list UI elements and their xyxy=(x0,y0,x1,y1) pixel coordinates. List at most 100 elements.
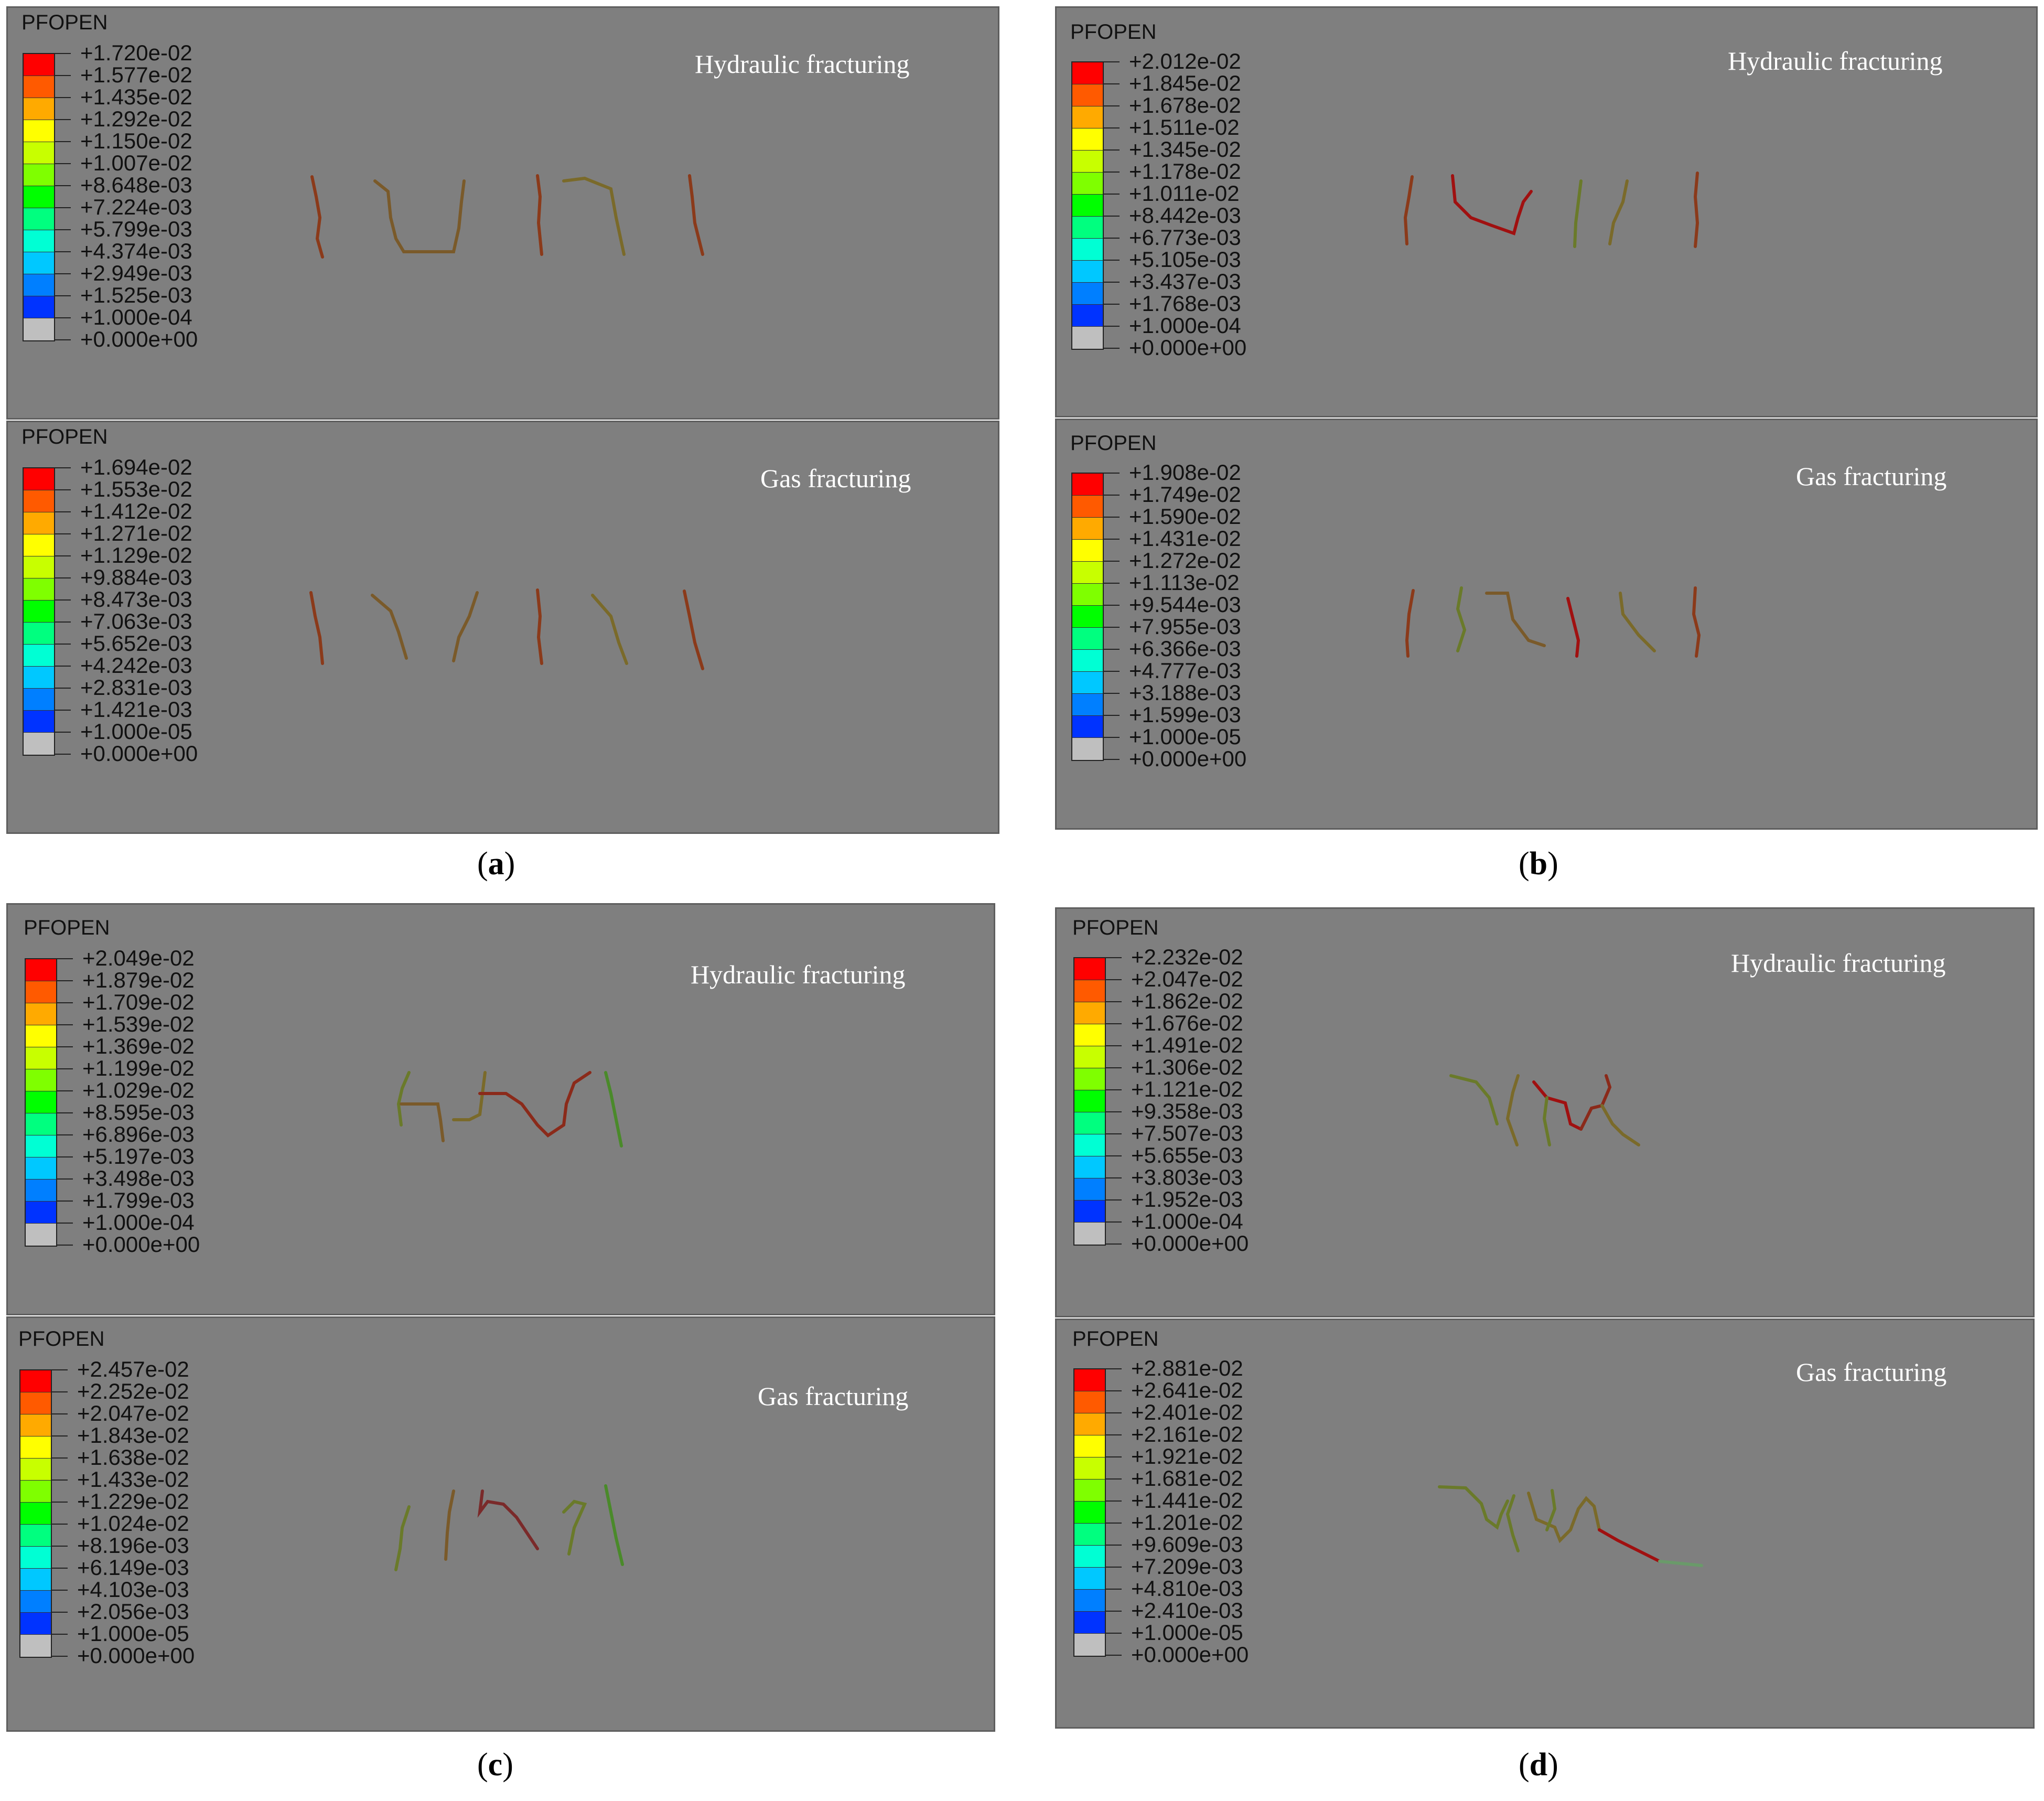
field-label: PFOPEN xyxy=(1070,432,1157,455)
legend-swatch xyxy=(1074,1413,1105,1435)
legend-tick xyxy=(57,958,73,959)
legend-swatch xyxy=(1072,672,1103,694)
legend-swatch xyxy=(26,981,56,1003)
legend-tick xyxy=(1104,473,1120,474)
legend-swatch xyxy=(1072,106,1103,128)
legend-tick xyxy=(52,1480,68,1481)
legend-value: +1.000e-04 xyxy=(1129,313,1241,338)
legend-swatch xyxy=(1072,496,1103,518)
legend-swatch xyxy=(1072,716,1103,738)
legend-tick xyxy=(55,511,71,512)
legend-tick xyxy=(1104,517,1120,518)
legend-swatch xyxy=(24,512,54,534)
legend-value: +1.908e-02 xyxy=(1129,460,1241,485)
legend-swatch xyxy=(24,186,54,208)
legend-value: +7.063e-03 xyxy=(80,609,192,634)
legend-swatch xyxy=(24,689,54,711)
legend-swatch xyxy=(1072,562,1103,584)
legend-swatch xyxy=(1074,1024,1105,1046)
legend-swatch xyxy=(24,54,54,76)
legend-value: +2.881e-02 xyxy=(1131,1356,1243,1380)
legend-tick xyxy=(52,1413,68,1414)
legend-tick xyxy=(1106,1478,1122,1480)
legend-swatch xyxy=(1074,1134,1105,1156)
legend-swatches xyxy=(25,958,57,1247)
legend-swatches xyxy=(1071,61,1104,350)
legend-value: +1.433e-02 xyxy=(77,1467,189,1492)
legend-swatch xyxy=(24,274,54,296)
panel-a-hydraulic: PFOPEN +1.720e-02 +1.577e-02 +1.435e-02 +1.… xyxy=(6,6,999,420)
legend-swatch xyxy=(1074,1612,1105,1634)
legend-tick xyxy=(1106,1434,1122,1435)
legend-swatch xyxy=(1072,151,1103,173)
field-label: PFOPEN xyxy=(18,1327,105,1350)
legend-value: +1.292e-02 xyxy=(80,106,192,131)
legend-swatch xyxy=(20,1436,51,1459)
legend-value: +2.049e-02 xyxy=(82,946,195,970)
legend-swatch xyxy=(26,1113,56,1135)
legend-swatch xyxy=(24,623,54,645)
legend-tick xyxy=(57,1068,73,1069)
legend-swatch xyxy=(26,1003,56,1025)
legend-swatches xyxy=(1071,473,1104,761)
legend-tick xyxy=(55,97,71,98)
legend-tick xyxy=(55,666,71,667)
legend-value: +4.374e-03 xyxy=(80,239,192,263)
legend-value: +7.507e-03 xyxy=(1131,1121,1243,1145)
legend-tick xyxy=(1106,1456,1122,1457)
legend-value: +1.539e-02 xyxy=(82,1012,195,1036)
field-label: PFOPEN xyxy=(1070,20,1157,44)
legend-swatch xyxy=(24,468,54,490)
legend-value: +1.229e-02 xyxy=(77,1489,189,1514)
legend-value: +1.441e-02 xyxy=(1131,1488,1243,1513)
legend-swatch xyxy=(1072,738,1103,760)
legend-swatch xyxy=(20,1503,51,1525)
legend-swatch xyxy=(1072,195,1103,217)
legend-swatch xyxy=(26,1180,56,1202)
legend-value: +9.609e-03 xyxy=(1131,1532,1243,1557)
caption-b: (b) xyxy=(1519,846,1558,882)
legend-value: +1.921e-02 xyxy=(1131,1444,1243,1468)
legend-tick xyxy=(1106,1155,1122,1156)
legend-tick xyxy=(1104,171,1120,173)
legend-value: +1.431e-02 xyxy=(1129,526,1241,551)
legend-swatch xyxy=(24,98,54,120)
legend-value: +1.511e-02 xyxy=(1129,115,1240,140)
legend-tick xyxy=(1106,1243,1122,1245)
legend-value: +1.029e-02 xyxy=(82,1078,195,1102)
legend-value: +0.000e+00 xyxy=(77,1643,195,1668)
legend-value: +5.652e-03 xyxy=(80,631,192,656)
fracture-network xyxy=(1449,1074,1640,1146)
legend-swatch xyxy=(1074,958,1105,980)
panel-title: Gas fracturing xyxy=(758,1381,909,1411)
legend-value: +5.655e-03 xyxy=(1131,1143,1243,1167)
legend-tick xyxy=(57,1002,73,1003)
legend-swatch xyxy=(1074,1502,1105,1524)
legend-swatch xyxy=(1074,1002,1105,1024)
legend-tick xyxy=(55,489,71,490)
legend-value: +1.000e-05 xyxy=(1131,1620,1243,1645)
legend-tick xyxy=(1104,282,1120,283)
legend-tick xyxy=(55,119,71,120)
legend-swatch xyxy=(1072,474,1103,496)
legend-swatch xyxy=(24,208,54,230)
legend-tick xyxy=(55,467,71,468)
legend-swatch xyxy=(1072,283,1103,305)
legend-value: +1.306e-02 xyxy=(1131,1055,1243,1079)
legend-swatch xyxy=(1072,239,1103,261)
legend-swatch xyxy=(1072,261,1103,283)
legend-swatch xyxy=(1074,1457,1105,1480)
panel-title: Hydraulic fracturing xyxy=(691,960,906,989)
legend-value: +4.242e-03 xyxy=(80,653,192,678)
legend-tick xyxy=(1106,1221,1122,1223)
legend-swatch xyxy=(26,1157,56,1180)
legend-tick xyxy=(1104,759,1120,760)
legend-value: +1.000e-05 xyxy=(80,719,192,744)
legend-value: +1.201e-02 xyxy=(1131,1510,1243,1535)
legend-tick xyxy=(52,1435,68,1436)
legend-tick xyxy=(1104,627,1120,628)
field-label: PFOPEN xyxy=(24,916,110,939)
legend-tick xyxy=(52,1634,68,1635)
panel-b-gas: PFOPEN +1.908e-02 +1.749e-02 +1.590e-02 +1.… xyxy=(1055,419,2038,830)
legend-value: +0.000e+00 xyxy=(1131,1231,1249,1256)
